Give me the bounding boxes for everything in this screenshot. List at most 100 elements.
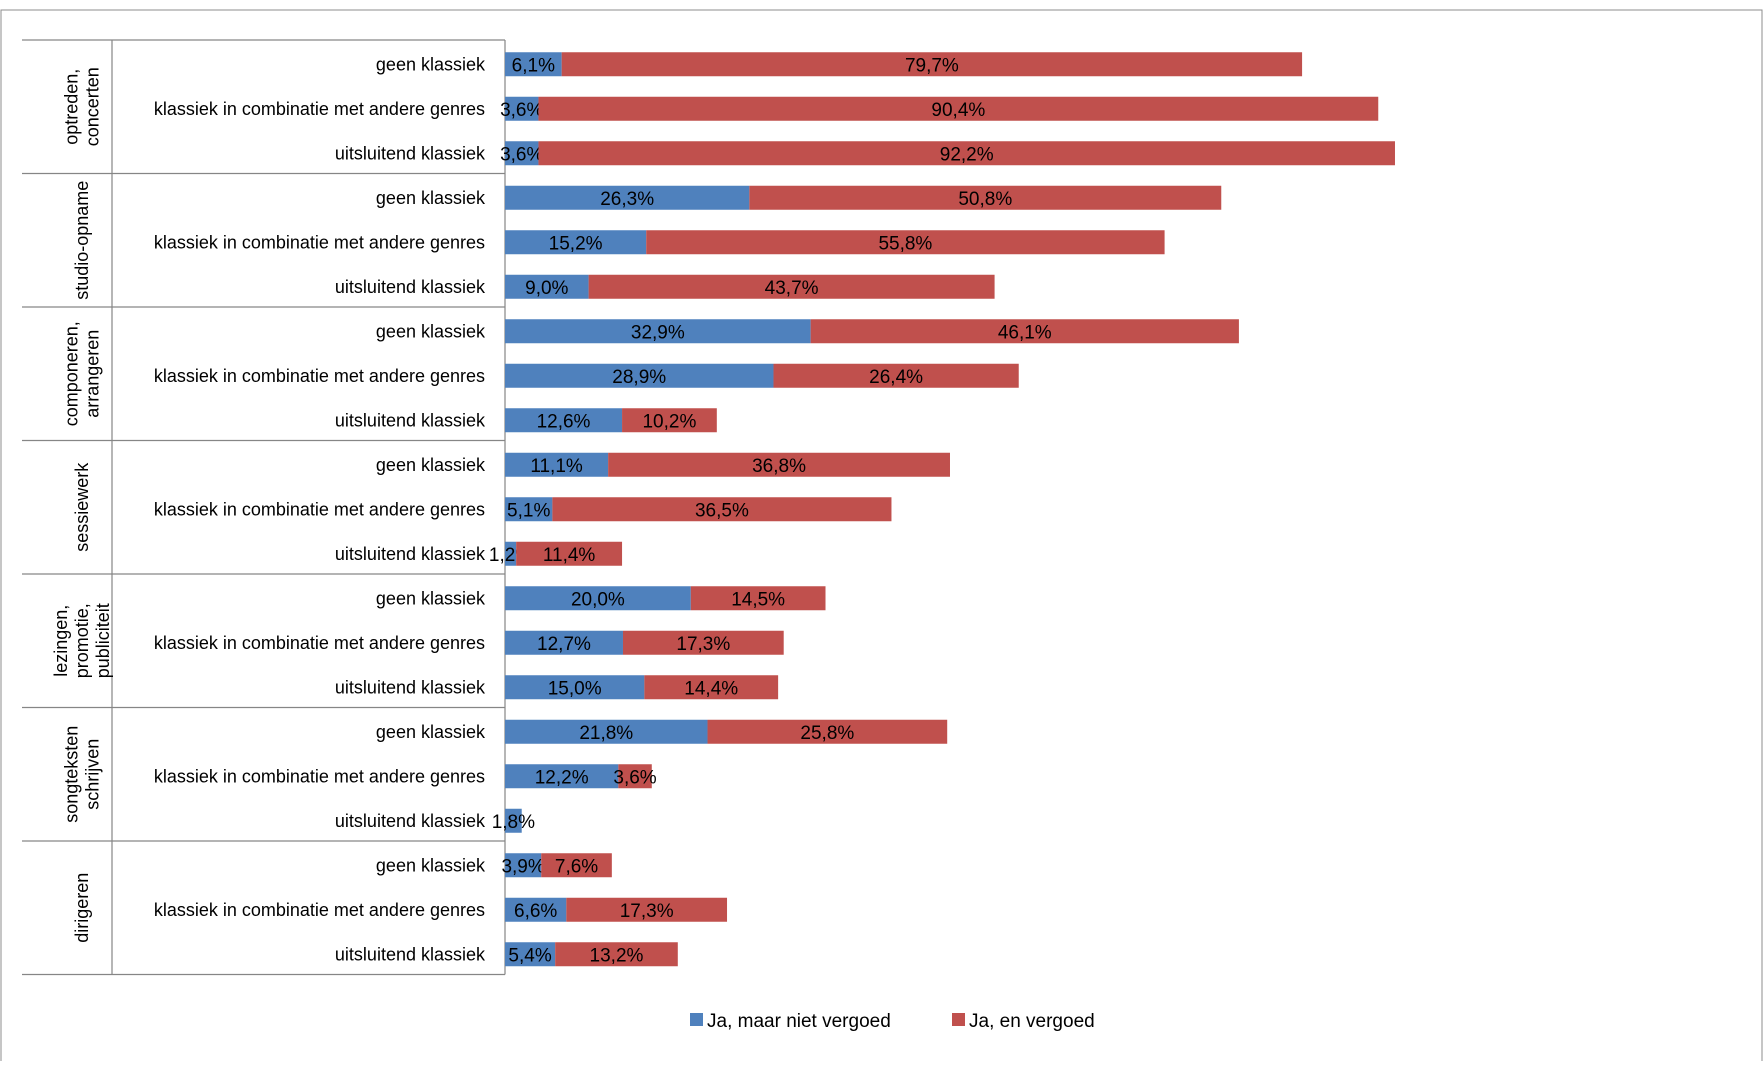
- group-label: sessiewerk: [72, 462, 92, 552]
- bar-segment-paid: [622, 630, 784, 655]
- bar-segment-paid: [618, 764, 652, 789]
- bar-segment-paid: [608, 452, 950, 477]
- data-label: 43,7%: [765, 278, 819, 299]
- data-label: 26,4%: [869, 367, 923, 388]
- bar-segment-unpaid: [505, 52, 562, 77]
- data-label: 6,6%: [514, 901, 557, 922]
- bar-segment-unpaid: [505, 541, 517, 566]
- bar-segment-paid: [644, 675, 779, 700]
- data-label: 46,1%: [998, 322, 1052, 343]
- bar-segment-unpaid: [505, 230, 647, 255]
- data-label: 3,9%: [501, 856, 544, 877]
- data-label: 3,6%: [613, 767, 656, 788]
- row-label: geen klassiek: [376, 588, 486, 608]
- data-label: 25,8%: [800, 723, 854, 744]
- data-label: 28,9%: [612, 367, 666, 388]
- row-label: uitsluitend klassiek: [335, 944, 486, 964]
- bar-segment-paid: [566, 897, 728, 922]
- bar-segment-unpaid: [505, 185, 750, 210]
- legend-label-paid: Ja, en vergoed: [969, 1011, 1095, 1032]
- row-label: uitsluitend klassiek: [335, 811, 486, 831]
- data-label: 36,5%: [695, 500, 749, 521]
- bar-segment-paid: [622, 408, 717, 433]
- data-label: 12,2%: [535, 767, 589, 788]
- data-label: 14,5%: [731, 589, 785, 610]
- bar-segment-paid: [707, 719, 948, 744]
- bar-segment-paid: [516, 541, 623, 566]
- bar-segment-paid: [588, 274, 995, 299]
- data-label: 26,3%: [600, 189, 654, 210]
- row-label: uitsluitend klassiek: [335, 410, 486, 430]
- bar-segment-paid: [538, 141, 1395, 166]
- data-label: 13,2%: [590, 945, 644, 966]
- bar-segment-unpaid: [505, 497, 553, 522]
- bar-segment-unpaid: [505, 452, 609, 477]
- bar-segment-unpaid: [505, 808, 522, 833]
- row-label: uitsluitend klassiek: [335, 677, 486, 697]
- data-label: 3,6%: [500, 144, 543, 165]
- bar-segment-paid: [773, 363, 1019, 388]
- row-label: uitsluitend klassiek: [335, 143, 486, 163]
- data-label: 3,6%: [500, 100, 543, 121]
- row-label: geen klassiek: [376, 54, 486, 74]
- bar-segment-paid: [538, 96, 1379, 121]
- bar-segment-unpaid: [505, 408, 623, 433]
- bar-segment-unpaid: [505, 719, 708, 744]
- bar-segment-paid: [561, 52, 1303, 77]
- data-label: 9,0%: [525, 278, 568, 299]
- data-label: 32,9%: [631, 322, 685, 343]
- data-label: 5,4%: [508, 945, 551, 966]
- data-label: 12,7%: [537, 634, 591, 655]
- data-label: 50,8%: [958, 189, 1012, 210]
- bar-segment-unpaid: [505, 319, 811, 344]
- row-label: geen klassiek: [376, 455, 486, 475]
- data-label: 7,6%: [555, 856, 598, 877]
- data-label: 15,2%: [549, 233, 603, 254]
- data-label: 17,3%: [620, 901, 674, 922]
- row-label: klassiek in combinatie met andere genres: [154, 99, 485, 119]
- bar-segment-paid: [552, 497, 892, 522]
- data-label: 21,8%: [579, 723, 633, 744]
- row-label: geen klassiek: [376, 855, 486, 875]
- bar-segment-paid: [690, 586, 826, 611]
- data-label: 12,6%: [537, 411, 591, 432]
- bar-segment-paid: [541, 853, 612, 878]
- row-label: klassiek in combinatie met andere genres: [154, 633, 485, 653]
- row-label: klassiek in combinatie met andere genres: [154, 900, 485, 920]
- bar-segment-unpaid: [505, 141, 539, 166]
- row-label: geen klassiek: [376, 188, 486, 208]
- chart-border: [0, 9, 1763, 1066]
- row-label: klassiek in combinatie met andere genres: [154, 366, 485, 386]
- legend-swatch-unpaid: [690, 1013, 703, 1026]
- group-label: lezingen,promotie,publiciteit: [51, 603, 113, 678]
- data-label: 90,4%: [931, 100, 985, 121]
- group-label: componeren,arrangeren: [62, 321, 103, 426]
- data-label: 10,2%: [642, 411, 696, 432]
- data-label: 20,0%: [571, 589, 625, 610]
- bar-segment-unpaid: [505, 586, 691, 611]
- legend-label-unpaid: Ja, maar niet vergoed: [707, 1011, 891, 1032]
- data-label: 36,8%: [752, 456, 806, 477]
- bar-segment-paid: [810, 319, 1239, 344]
- legend-swatch-paid: [952, 1013, 965, 1026]
- group-label: songtekstenschrijven: [62, 726, 103, 823]
- data-label: 17,3%: [676, 634, 730, 655]
- data-label: 79,7%: [905, 55, 959, 76]
- row-label: geen klassiek: [376, 722, 486, 742]
- bar-segment-unpaid: [505, 274, 589, 299]
- bar-segment-unpaid: [505, 96, 539, 121]
- bar-segment-unpaid: [505, 630, 623, 655]
- row-label: geen klassiek: [376, 321, 486, 341]
- bar-segment-paid: [555, 942, 678, 967]
- data-label: 5,1%: [507, 500, 550, 521]
- group-label: dirigeren: [72, 873, 92, 943]
- data-label: 11,1%: [530, 456, 583, 477]
- data-label: 55,8%: [878, 233, 932, 254]
- bar-segment-unpaid: [505, 764, 619, 789]
- row-label: klassiek in combinatie met andere genres: [154, 499, 485, 519]
- data-label: 15,0%: [548, 678, 602, 699]
- group-label: optreden,concerten: [62, 67, 103, 146]
- data-label: 1,8%: [492, 812, 535, 833]
